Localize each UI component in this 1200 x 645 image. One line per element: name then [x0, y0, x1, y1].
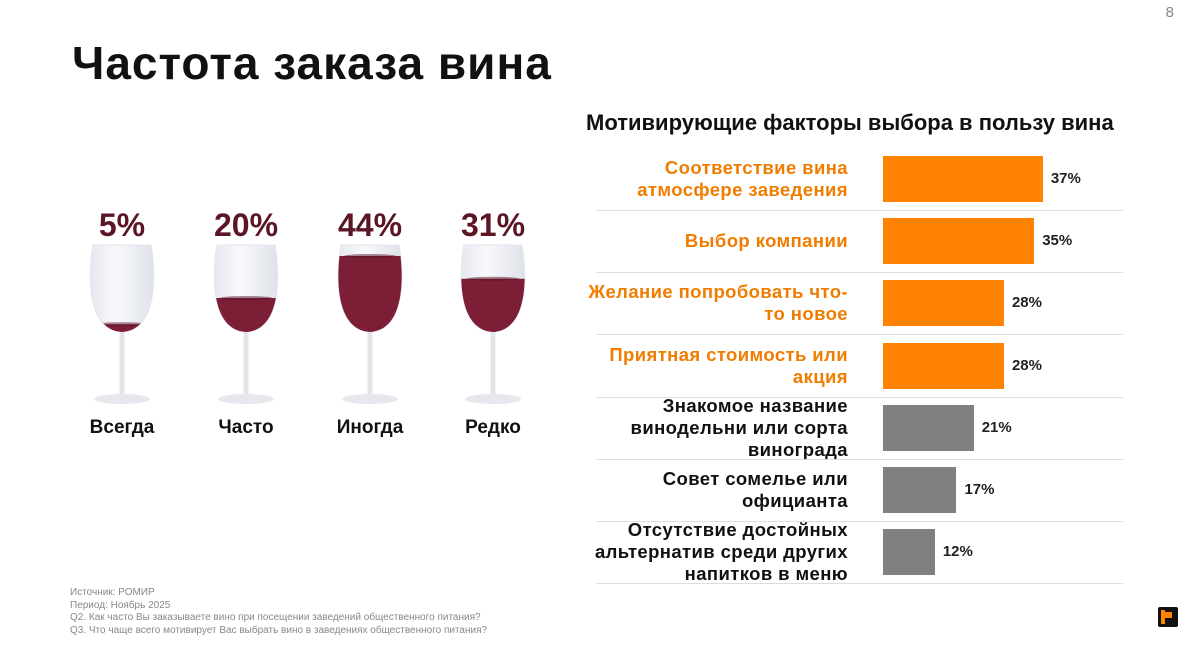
value-label: 44%: [338, 207, 402, 243]
category-text: Знакомое название винодельни или сорта в…: [630, 394, 848, 460]
category-text: Выбор компании: [684, 230, 848, 252]
footnote: Q3. Что чаще всего мотивирует Вас выбрат…: [70, 624, 488, 636]
value-label: 35%: [1042, 232, 1073, 250]
row-separator: [596, 521, 1123, 522]
value-label: 21%: [981, 418, 1012, 436]
category-text: Желание попробовать что-то новое: [588, 281, 848, 325]
category-label: Приятная стоимость или акция: [578, 335, 848, 397]
bar: [883, 156, 1043, 202]
category-label: Знакомое название винодельни или сорта в…: [578, 394, 848, 460]
bar-chart-title: Мотивирующие факторы выбора в пользу вин…: [586, 110, 1114, 135]
glass-chart: 5% Всегда 20% Часто 44% Иногда 31% Редко: [89, 207, 526, 438]
glass-base: [342, 394, 398, 404]
value-label: 20%: [214, 207, 278, 243]
row-separator: [596, 583, 1123, 585]
category-label: Выбор компании: [578, 210, 848, 272]
category-text: Соответствие вина атмосфере заведения: [637, 157, 848, 200]
wine-surface: [344, 254, 396, 258]
value-label: 17%: [964, 481, 995, 498]
wine: [214, 298, 278, 332]
glass-base: [218, 394, 274, 404]
slide-title: Частота заказа вина: [72, 37, 552, 89]
wine-surface: [96, 322, 148, 327]
value-label: 28%: [1011, 294, 1042, 312]
bar: [883, 280, 1004, 327]
category-text: Совет сомелье или официанта: [662, 468, 848, 511]
wine: [338, 256, 402, 332]
category-label: Всегда: [90, 417, 155, 438]
row-separator: [596, 396, 1123, 398]
category-text: Приятная стоимость или акция: [609, 343, 848, 387]
category-label: Соответствие вина атмосфере заведения: [578, 148, 848, 210]
footnote: Период: Ноябрь 2025: [70, 599, 171, 611]
glass-bowl: [89, 244, 155, 333]
row-separator: [596, 334, 1123, 336]
category-label: Совет сомелье или официанта: [578, 459, 848, 521]
page-number: 8: [1165, 4, 1174, 21]
footnote: Источник: РОМИР: [70, 587, 155, 598]
value-label: 12%: [942, 543, 973, 561]
category-label: Редко: [465, 417, 521, 438]
category-label: Отсутствие достойных альтернатив среди д…: [578, 519, 848, 585]
footnote: Q2. Как часто Вы заказываете вино при по…: [70, 612, 481, 623]
logo: [1158, 607, 1178, 627]
value-label: 31%: [461, 207, 525, 243]
bar: [883, 404, 974, 451]
category-label: Желание попробовать что-то новое: [578, 272, 848, 334]
category-label: Иногда: [337, 417, 404, 438]
row-separator: [596, 458, 1123, 460]
category-label: Часто: [218, 417, 273, 438]
row-separator: [596, 210, 1123, 211]
wine: [90, 324, 154, 332]
bar: [883, 218, 1035, 265]
glass-base: [94, 394, 150, 404]
bar: [883, 529, 935, 576]
wine-surface: [467, 276, 519, 281]
bar: [883, 467, 957, 513]
glass-base: [465, 394, 521, 404]
category-text: Отсутствие достойных альтернатив среди д…: [594, 519, 848, 585]
wine-surface: [220, 296, 272, 300]
row-separator: [596, 272, 1123, 274]
value-label: 28%: [1011, 356, 1042, 374]
value-label: 5%: [99, 207, 145, 243]
value-label: 37%: [1050, 170, 1081, 187]
bar: [883, 342, 1004, 389]
